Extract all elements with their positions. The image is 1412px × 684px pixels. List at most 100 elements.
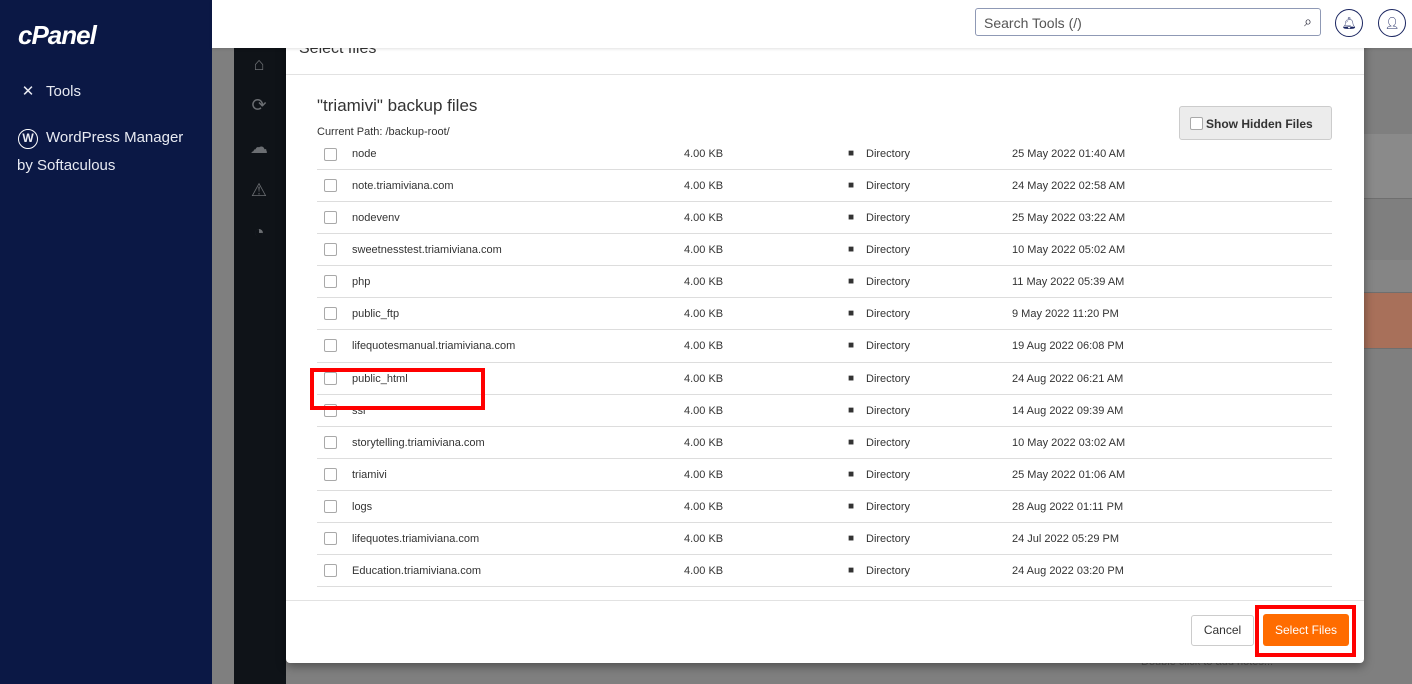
clock-icon[interactable]: ◔ (253, 222, 265, 242)
row-checkbox[interactable] (324, 148, 337, 161)
file-row[interactable]: node 4.00 KB ■ Directory 25 May 2022 01:40 A… (317, 148, 1332, 170)
warning-icon[interactable]: ⚠ (250, 180, 268, 200)
file-size: 4.00 KB (684, 212, 724, 225)
file-date: 11 May 2022 05:39 AM (1012, 276, 1125, 289)
home-icon[interactable]: ⌂ (253, 54, 265, 74)
file-row[interactable]: php 4.00 KB ■ Directory 11 May 2022 05:39 AM (317, 266, 1332, 299)
file-size: 4.00 KB (684, 244, 724, 257)
file-date: 24 Aug 2022 06:21 AM (1012, 372, 1124, 385)
file-date: 24 Jul 2022 05:29 PM (1012, 533, 1120, 546)
file-name: lifequotes.triamiviana.com (352, 533, 480, 546)
file-type: Directory (866, 533, 911, 546)
file-list[interactable]: node 4.00 KB ■ Directory 25 May 2022 01:40 A… (317, 148, 1332, 587)
file-row[interactable]: storytelling.triamiviana.com 4.00 KB ■ Dire… (317, 427, 1332, 459)
background-panel (1364, 134, 1412, 199)
file-type: Directory (866, 340, 911, 353)
folder-icon: ■ (848, 340, 855, 352)
file-name: triamivi (352, 468, 387, 481)
file-name: note.triamiviana.com (352, 180, 454, 192)
file-type: Directory (866, 308, 911, 321)
file-date: 14 Aug 2022 09:39 AM (1012, 404, 1124, 417)
folder-icon: ■ (848, 533, 855, 545)
folder-icon: ■ (848, 565, 855, 577)
file-row[interactable]: sweetnesstest.triamiviana.com 4.00 KB ■ Dir… (317, 234, 1332, 267)
user-account-icon[interactable]: 👤︎ (1378, 9, 1406, 37)
row-checkbox[interactable] (324, 499, 337, 513)
cloud-download-icon[interactable]: ☁ (250, 137, 268, 157)
file-name: public_html (352, 372, 408, 385)
row-checkbox[interactable] (324, 307, 337, 321)
folder-icon: ■ (848, 372, 855, 384)
file-date: 19 Aug 2022 06:08 PM (1012, 340, 1124, 353)
file-row[interactable]: Education.triamiviana.com 4.00 KB ■ Directo… (317, 555, 1332, 587)
file-size: 4.00 KB (684, 533, 724, 546)
checkbox[interactable] (1190, 117, 1203, 130)
row-checkbox[interactable] (324, 532, 337, 546)
row-checkbox[interactable] (324, 371, 337, 385)
file-name: lifequotesmanual.triamiviana.com (352, 340, 516, 353)
folder-icon: ■ (848, 212, 855, 224)
file-size: 4.00 KB (684, 308, 724, 321)
sidebar: cPanel ✕ Tools W WordPress Manager by Softa… (0, 0, 212, 684)
file-type: Directory (866, 244, 911, 257)
file-date: 25 May 2022 01:06 AM (1012, 468, 1126, 481)
show-hidden-files-toggle[interactable]: Show Hidden Files (1179, 106, 1332, 140)
file-row[interactable]: logs 4.00 KB ■ Directory 28 Aug 2022 01:11 P… (317, 491, 1332, 524)
file-row[interactable]: note.triamiviana.com 4.00 KB ■ Directory 24 … (317, 170, 1332, 203)
row-checkbox[interactable] (324, 243, 337, 257)
file-size: 4.00 KB (684, 436, 724, 449)
backup-files-heading: "triamivi" backup files (317, 96, 478, 115)
file-row[interactable]: public_ftp 4.00 KB ■ Directory 9 May 2022 11… (317, 298, 1332, 331)
file-row[interactable]: ssl 4.00 KB ■ Directory 14 Aug 2022 09:39 AM (317, 395, 1332, 427)
file-type: Directory (866, 404, 911, 417)
file-name: Education.triamiviana.com (352, 565, 482, 578)
folder-icon: ■ (848, 244, 855, 256)
search-icon[interactable]: ⌕ (1304, 13, 1312, 29)
cpanel-logo[interactable]: cPanel (18, 20, 97, 50)
file-type: Directory (866, 436, 911, 449)
folder-icon: ■ (848, 468, 855, 480)
icon-strip: ⌂ ⟳ ☁ ⚠ ◔ (234, 0, 286, 684)
search-input[interactable]: Search Tools (/) ⌕ (975, 8, 1321, 36)
sidebar-item-tools[interactable]: ✕ Tools (18, 82, 81, 100)
folder-icon: ■ (848, 276, 855, 288)
notifications-bell-icon[interactable]: 🔔︎ (1335, 9, 1363, 37)
sidebar-item-wordpress-manager[interactable]: W WordPress Manager by Softaculous (17, 124, 184, 180)
file-date: 10 May 2022 03:02 AM (1012, 436, 1126, 449)
file-size: 4.00 KB (684, 468, 724, 481)
sidebar-item-label: WordPress Manager (46, 129, 184, 146)
file-size: 4.00 KB (684, 372, 724, 385)
cancel-button[interactable]: Cancel (1191, 615, 1254, 646)
file-date: 25 May 2022 01:40 AM (1012, 148, 1126, 160)
file-row[interactable]: public_html 4.00 KB ■ Directory 24 Aug 2022 … (317, 363, 1332, 395)
file-size: 4.00 KB (684, 148, 724, 160)
refresh-icon[interactable]: ⟳ (251, 95, 267, 115)
file-row[interactable]: lifequotes.triamiviana.com 4.00 KB ■ Direct… (317, 523, 1332, 556)
file-type: Directory (866, 180, 911, 192)
row-checkbox[interactable] (324, 179, 337, 192)
select-files-button[interactable]: Select Files (1263, 614, 1349, 646)
row-checkbox[interactable] (324, 564, 337, 578)
folder-icon: ■ (848, 148, 855, 159)
file-row[interactable]: lifequotesmanual.triamiviana.com 4.00 KB ■… (317, 330, 1332, 363)
file-name: storytelling.triamiviana.com (352, 436, 485, 449)
file-row[interactable]: nodevenv 4.00 KB ■ Directory 25 May 2022 03:… (317, 202, 1332, 235)
divider (286, 600, 1364, 601)
file-row[interactable]: triamivi 4.00 KB ■ Directory 25 May 2022 01:… (317, 459, 1332, 491)
file-size: 4.00 KB (684, 565, 724, 578)
file-name: php (352, 276, 371, 289)
file-name: sweetnesstest.triamiviana.com (352, 244, 502, 257)
file-type: Directory (866, 148, 911, 160)
row-checkbox[interactable] (324, 435, 337, 449)
file-type: Directory (866, 276, 911, 289)
file-type: Directory (866, 468, 911, 481)
row-checkbox[interactable] (324, 275, 337, 289)
folder-icon: ■ (848, 308, 855, 320)
highlight-public-html (310, 368, 485, 410)
file-name: node (352, 148, 377, 160)
row-checkbox[interactable] (324, 467, 337, 481)
sidebar-item-sublabel: by Softaculous (17, 157, 116, 174)
row-checkbox[interactable] (324, 211, 337, 225)
row-checkbox[interactable] (324, 339, 337, 353)
folder-icon: ■ (848, 404, 855, 416)
